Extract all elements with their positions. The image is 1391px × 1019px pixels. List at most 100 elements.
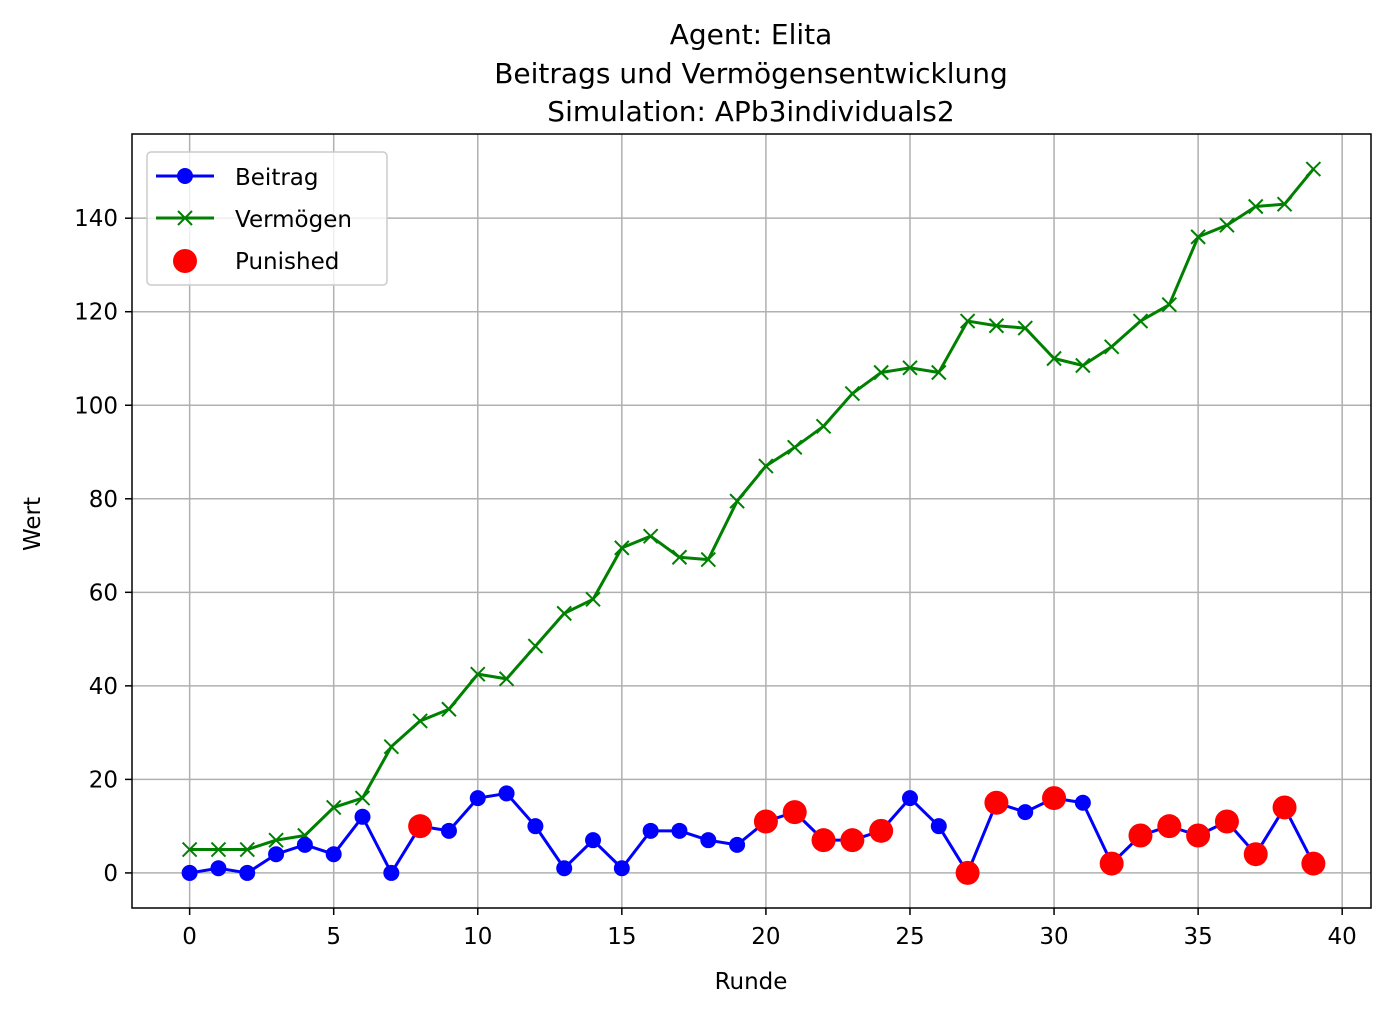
beitrag-point <box>642 822 659 839</box>
beitrag-point <box>556 860 573 877</box>
beitrag-point <box>585 832 602 849</box>
punished-point <box>782 800 807 825</box>
legend-entry-punished: Punished <box>173 249 339 275</box>
y-tick-label: 140 <box>74 206 118 232</box>
vermoegen-point <box>988 318 1005 334</box>
beitrag-point <box>901 790 918 807</box>
beitrag-point <box>527 818 544 835</box>
legend-beitrag-label: Beitrag <box>235 165 319 191</box>
y-tick-label: 100 <box>74 393 118 419</box>
x-axis-label: Runde <box>715 969 788 995</box>
punished-point <box>1243 842 1268 867</box>
punished-point <box>1099 851 1124 876</box>
x-tick-label: 20 <box>751 924 780 950</box>
chart-title-line-2: Beitrags und Vermögensentwicklung <box>494 57 1008 90</box>
vermoegen-point <box>1219 217 1235 233</box>
x-tick-label: 40 <box>1328 924 1357 950</box>
legend-vermoegen-marker <box>177 210 193 226</box>
legend-punished-marker <box>173 249 197 273</box>
vermoegen-point <box>1046 350 1062 367</box>
legend-beitrag-marker <box>177 168 193 184</box>
vermoegen-point <box>758 458 774 474</box>
punished-point <box>869 818 894 843</box>
beitrag-point <box>440 822 457 839</box>
vermoegen-point <box>1305 161 1322 177</box>
punished-point <box>1272 795 1297 820</box>
vermoegen-point <box>470 666 486 682</box>
legend-punished-label: Punished <box>235 249 339 275</box>
vermoegen-point <box>787 439 803 456</box>
x-tick-label: 5 <box>326 924 341 950</box>
vermoegen-point <box>498 671 515 687</box>
legend-entry-vermoegen: Vermögen <box>156 207 352 233</box>
vermoegen-point <box>383 738 400 755</box>
beitrag-point <box>1017 804 1034 821</box>
punished-point <box>1186 823 1211 848</box>
beitrag-point <box>296 836 313 853</box>
vermoegen-point <box>1132 313 1149 329</box>
punished-point <box>1214 809 1239 834</box>
punished-point <box>408 814 433 839</box>
legend-box <box>146 151 388 286</box>
punished-point <box>811 828 836 853</box>
vermoegen-point <box>614 540 630 556</box>
vermoegen-point <box>671 549 688 565</box>
beitrag-point <box>1074 794 1091 811</box>
vermoegen-point <box>412 713 428 729</box>
vermoegen-point <box>1075 357 1091 374</box>
punished-point <box>1128 823 1153 848</box>
beitrag-point <box>930 818 947 835</box>
vermoegen-point <box>902 360 918 376</box>
vermoegen-point <box>1017 320 1033 336</box>
punished-point <box>984 790 1009 815</box>
beitrag-point <box>498 785 515 802</box>
vermoegen-point <box>729 493 745 509</box>
vermoegen-series-line <box>189 168 1315 852</box>
chart-title-line-3: Simulation: APb3individuals2 <box>547 95 954 128</box>
vermoegen-point <box>239 841 255 858</box>
vermoegen-point <box>325 799 342 816</box>
beitrag-point <box>325 846 342 863</box>
chart-title-line-1: Agent: Elita <box>670 18 833 51</box>
x-tick-label: 25 <box>895 924 924 950</box>
legend-vermoegen-label: Vermögen <box>235 207 352 233</box>
y-tick-label: 0 <box>103 861 118 887</box>
vermoegen-point <box>873 364 889 381</box>
legend: Beitrag Vermögen Punished <box>146 151 388 286</box>
beitrag-point <box>469 790 486 807</box>
y-tick-label: 20 <box>89 767 118 793</box>
beitrag-point <box>354 808 371 825</box>
vermoegen-point <box>1276 196 1293 212</box>
vermoegen-point <box>642 528 659 544</box>
x-tick-label: 15 <box>607 924 636 950</box>
y-tick-label: 40 <box>89 674 118 700</box>
punished-point <box>955 860 980 885</box>
x-tick-label: 10 <box>463 924 492 950</box>
vermoegen-point <box>815 418 832 435</box>
vermoegen-point <box>1103 339 1120 355</box>
chart-title: Agent: Elita Beitrags und Vermögensentwi… <box>494 18 1008 128</box>
beitrag-point <box>268 846 285 863</box>
y-axis-label: Wert <box>20 497 46 551</box>
vermoegen-point <box>585 591 601 608</box>
beitrag-series-line <box>189 791 1315 875</box>
punished-point <box>753 809 778 834</box>
x-axis-ticks: 0 5 10 15 20 25 30 35 40 <box>182 908 1357 950</box>
y-tick-label: 60 <box>89 580 118 606</box>
x-tick-label: 0 <box>182 924 197 950</box>
punished-point <box>1042 786 1067 811</box>
vermoegen-point <box>181 841 198 858</box>
beitrag-point <box>671 822 688 839</box>
plot-frame <box>131 133 1372 909</box>
vermoegen-point <box>556 605 572 622</box>
vermoegen-point <box>844 385 861 402</box>
vermoegen-point <box>441 701 457 717</box>
vermoegen-point <box>527 638 544 654</box>
grid-lines <box>132 134 1371 908</box>
vermoegen-point <box>700 551 716 568</box>
punished-point <box>1301 851 1326 876</box>
beitrag-point <box>700 832 717 849</box>
beitrag-point <box>210 860 227 877</box>
vermoegen-point <box>354 790 371 806</box>
